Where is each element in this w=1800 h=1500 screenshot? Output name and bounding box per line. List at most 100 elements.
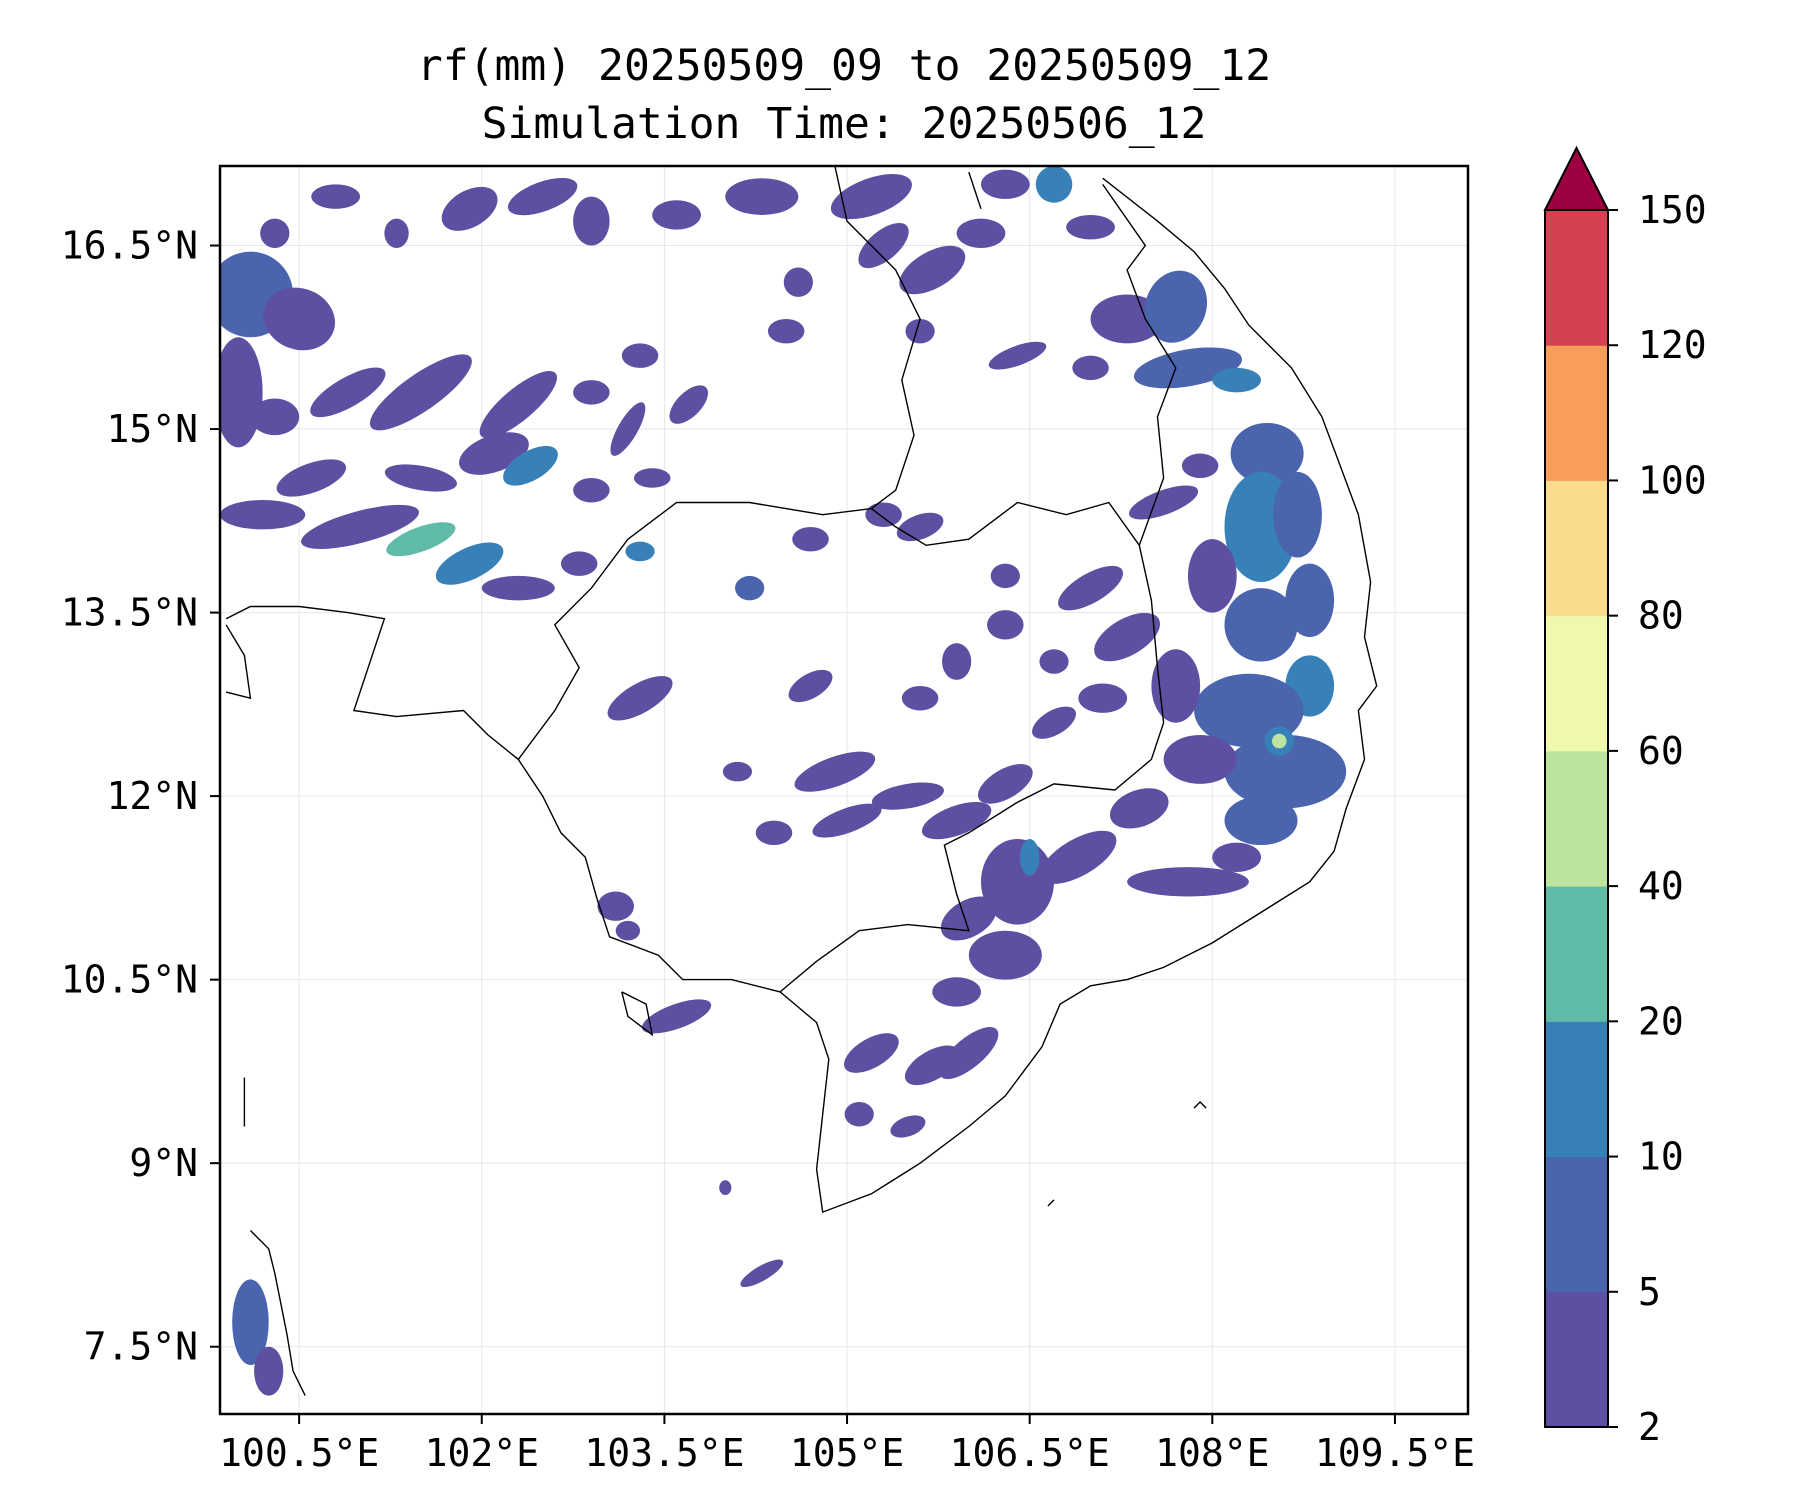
rain-cell [250, 398, 300, 436]
rain-cell [783, 267, 813, 297]
rain-cell [725, 178, 799, 215]
rain-cell [987, 610, 1024, 640]
rainfall-contours [220, 166, 1347, 1396]
rain-cell [1285, 563, 1335, 638]
rain-cell [740, 1259, 784, 1288]
rain-cell [871, 782, 944, 810]
rain-cell [722, 761, 753, 782]
rain-cell [1066, 214, 1115, 240]
rain-cell [507, 177, 578, 216]
rain-cell [1127, 867, 1249, 897]
colorbar-frame [1544, 209, 1609, 1428]
rain-cell [633, 468, 671, 488]
colorbar: 2 5 10 20 40 60 80 100 120 150 [1543, 145, 1707, 1449]
rain-cell [1163, 734, 1237, 784]
axis-ticks: 100.5°E 102°E 103.5°E 105°E 106.5°E 108°E 109.… [61, 224, 1475, 1475]
rain-cell [1035, 166, 1073, 203]
coastline [1193, 1101, 1207, 1109]
rain-cell [1039, 649, 1069, 674]
rain-cell [990, 563, 1020, 589]
rain-cell [1271, 733, 1287, 749]
rain-cell [1129, 485, 1199, 520]
rain-cell [1109, 788, 1169, 829]
rain-cell [479, 370, 557, 439]
map-frame [218, 164, 1470, 1416]
colorbar-segment [1545, 615, 1608, 752]
rain-cell [610, 402, 646, 456]
rain-cell [904, 1045, 960, 1086]
rain-cell [560, 551, 598, 576]
rain-cell [1144, 270, 1208, 343]
rain-cell [1072, 355, 1109, 381]
rain-cell [968, 930, 1042, 980]
rain-cell [384, 218, 409, 248]
rain-cell [311, 184, 361, 209]
colorbar-tick-label: 10 [1638, 1135, 1684, 1179]
rain-cell [865, 502, 902, 527]
rain-cell [988, 341, 1047, 370]
colorbar-tick-label: 20 [1638, 999, 1684, 1043]
colorbar-segment [1545, 750, 1608, 887]
colorbar-tick-label: 2 [1638, 1405, 1661, 1449]
rain-cell [263, 287, 336, 351]
rain-cell [254, 1346, 284, 1396]
rain-cell [503, 445, 558, 486]
country-border [517, 501, 1165, 993]
rain-cell [942, 643, 972, 680]
rain-cell [1230, 422, 1304, 485]
rain-cell [573, 478, 610, 503]
lat-tick-label: 15°N [106, 407, 198, 451]
rain-cell [481, 575, 555, 601]
rain-cell [435, 542, 504, 585]
rain-cell [220, 500, 306, 530]
colorbar-segment [1545, 1021, 1608, 1158]
rain-cell [669, 385, 709, 424]
colorbar-segment [1545, 1291, 1608, 1428]
rain-cell [1273, 471, 1322, 558]
lat-tick-label: 16.5°N [61, 224, 198, 268]
lon-tick-label: 106.5°E [950, 1431, 1110, 1475]
coastline [249, 1230, 306, 1396]
rain-cell [1224, 588, 1298, 662]
coastline [225, 624, 252, 700]
rain-cell [956, 218, 1006, 248]
rain-cell [232, 1279, 269, 1366]
colorbar-tick-label: 150 [1638, 188, 1707, 232]
lon-tick-label: 105°E [790, 1431, 904, 1475]
rain-cell [901, 686, 939, 711]
rain-cell [939, 1027, 999, 1080]
lat-tick-label: 12°N [106, 774, 198, 818]
colorbar-tick-label: 40 [1638, 864, 1684, 908]
rain-cell [719, 1180, 732, 1195]
rain-cell [573, 196, 610, 246]
rain-cell [384, 464, 457, 492]
rain-cell [642, 999, 712, 1034]
map-subtitle: Simulation Time: 20250506_12 [481, 99, 1207, 149]
rain-cell [652, 200, 701, 230]
lat-tick-label: 7.5°N [84, 1325, 198, 1369]
rain-cell [1040, 830, 1117, 884]
rain-cell [1224, 734, 1347, 809]
rain-cell [1019, 838, 1040, 876]
rain-cell [921, 801, 992, 840]
lon-tick-label: 108°E [1155, 1431, 1269, 1475]
rain-cell [980, 169, 1030, 200]
colorbar-tick-label: 120 [1638, 323, 1707, 367]
map-title: rf(mm) 20250509_09 to 20250509_12 [416, 41, 1272, 91]
lat-tick-label: 10.5°N [61, 958, 198, 1002]
colorbar-segment [1545, 210, 1608, 346]
rain-cell [1212, 367, 1262, 393]
colorbar-tick-label: 100 [1638, 458, 1707, 502]
rain-cell [625, 541, 655, 562]
rain-cell [792, 526, 829, 552]
rain-cell [607, 675, 673, 721]
coastline [225, 177, 1378, 1214]
colorbar-segment [1545, 886, 1608, 1022]
rain-cell [735, 575, 765, 601]
coastline [621, 991, 654, 1037]
colorbar-segment [1545, 345, 1608, 481]
rain-cell [830, 174, 912, 220]
rain-cell [905, 318, 935, 344]
rain-cell [369, 354, 472, 431]
